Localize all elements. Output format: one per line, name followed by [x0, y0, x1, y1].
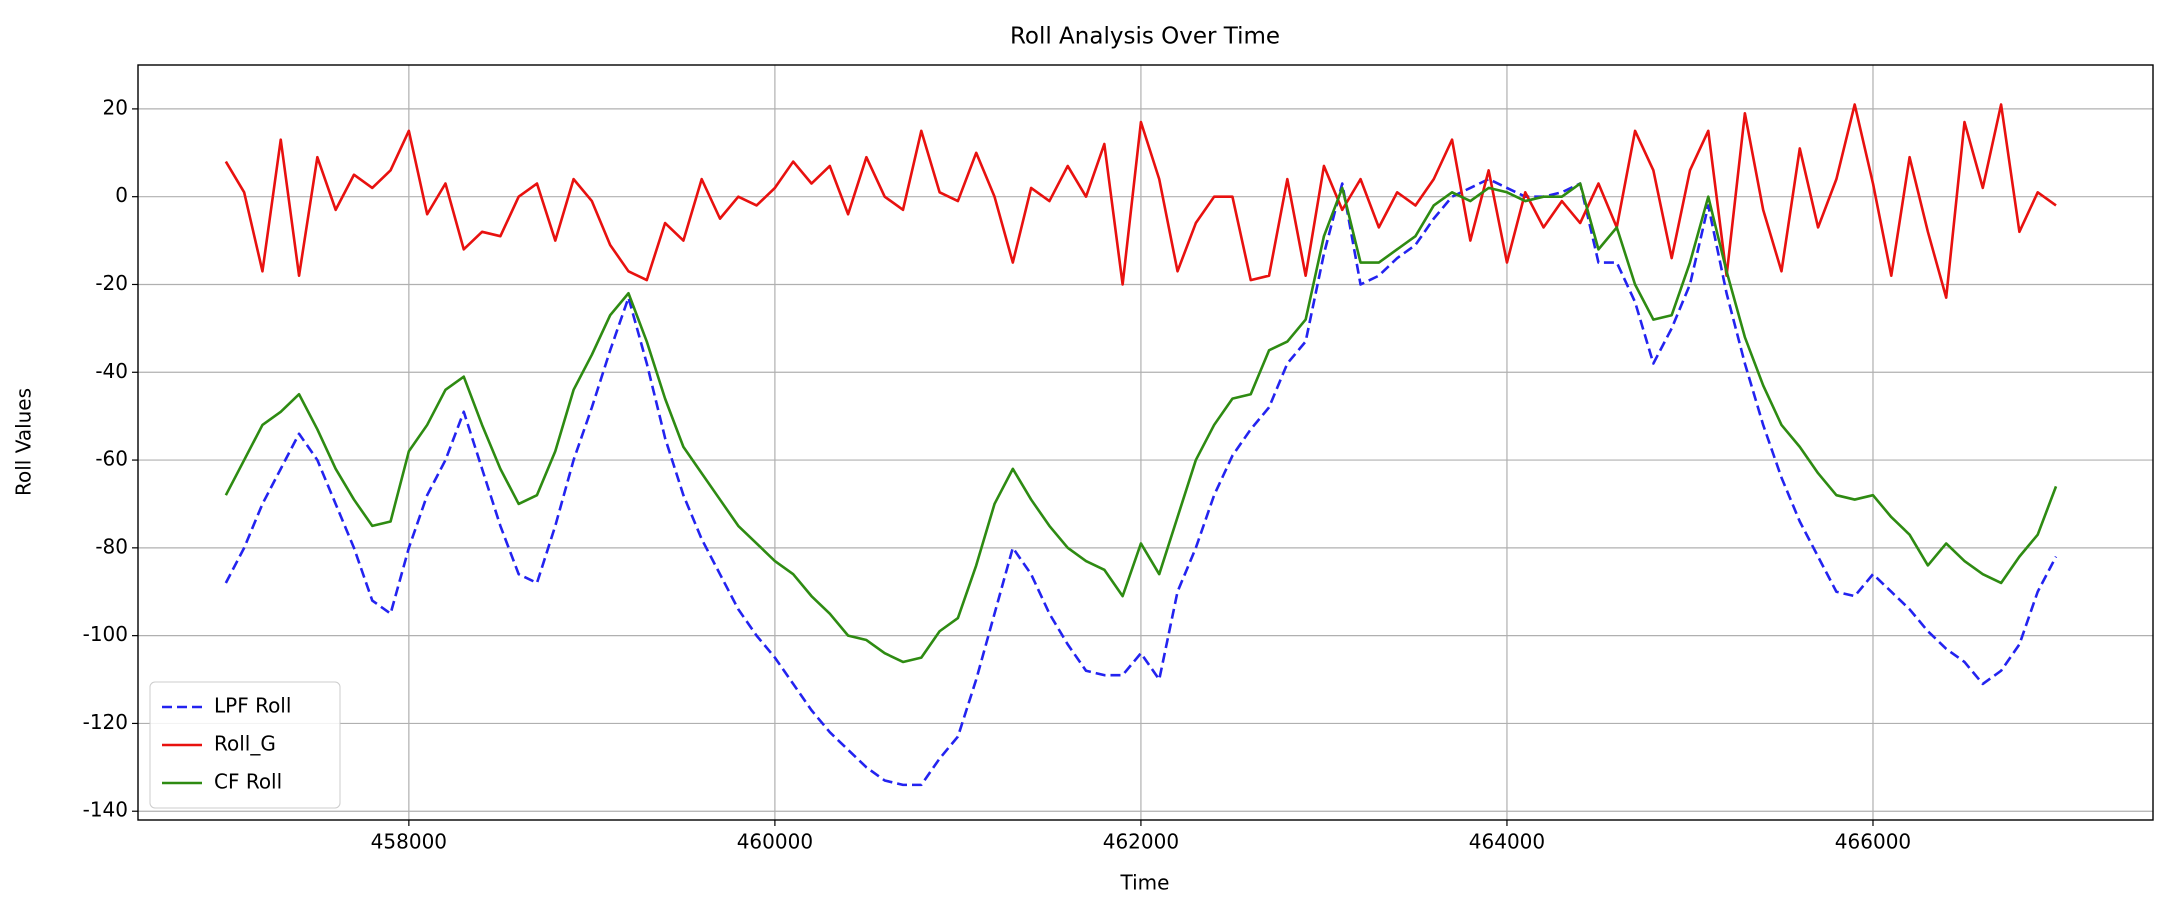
y-tick-label: -120 — [83, 710, 128, 734]
plot-frame — [137, 64, 2154, 821]
y-tick-label: -20 — [95, 271, 128, 295]
y-tick-label: 20 — [103, 95, 128, 119]
x-tick-label: 462000 — [1103, 830, 1179, 854]
legend-label: Roll_G — [214, 732, 276, 756]
legend-box — [149, 681, 341, 809]
legend-label: LPF Roll — [214, 694, 291, 718]
chart-title: Roll Analysis Over Time — [1010, 24, 1280, 50]
y-tick-label: 0 — [115, 183, 128, 207]
y-tick-label: -60 — [95, 447, 128, 471]
x-tick-label: 460000 — [737, 830, 813, 854]
series-line — [224, 103, 2057, 299]
legend-label: CF Roll — [214, 770, 282, 794]
y-tick-label: -40 — [95, 359, 128, 383]
series-line — [224, 177, 2058, 787]
x-tick-label: 458000 — [371, 830, 447, 854]
y-tick-label: -80 — [95, 534, 128, 558]
x-tick-label: 464000 — [1469, 830, 1545, 854]
series-line — [224, 182, 2058, 664]
y-axis-label: Roll Values — [12, 388, 36, 496]
x-axis-label: Time — [1120, 871, 1170, 895]
y-tick-label: -100 — [83, 622, 128, 646]
x-tick-label: 466000 — [1835, 830, 1911, 854]
y-tick-label: -140 — [83, 798, 128, 822]
